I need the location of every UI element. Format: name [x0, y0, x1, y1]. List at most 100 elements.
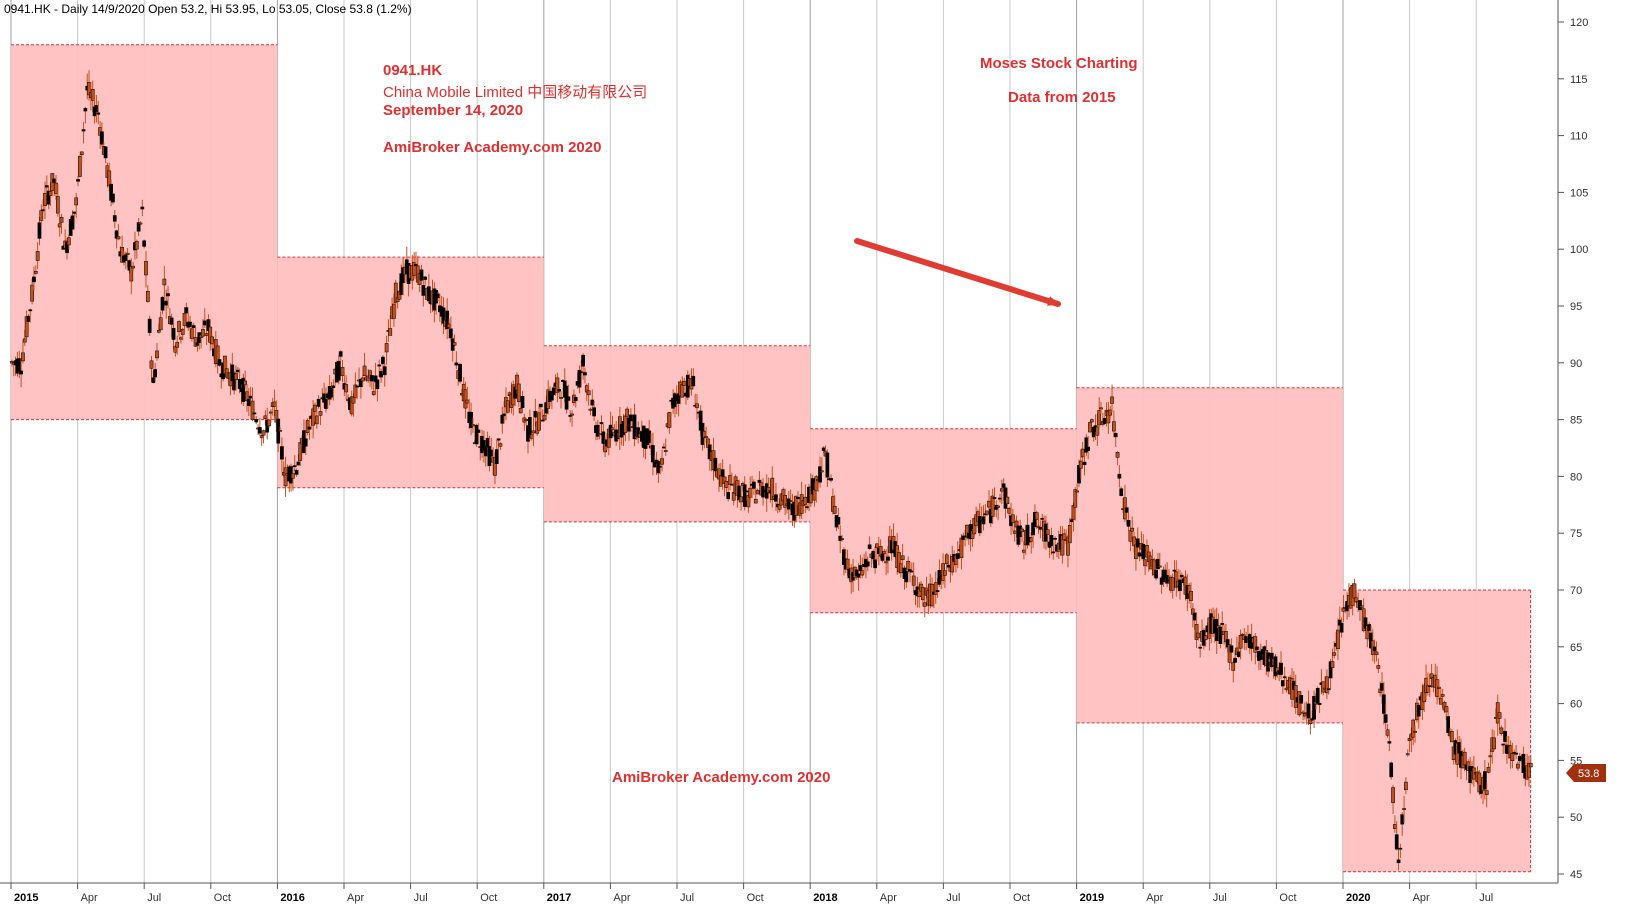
candle-body: [726, 492, 731, 500]
candle-body: [651, 445, 655, 463]
x-tick-label: Apr: [880, 892, 897, 904]
candle-body: [1279, 662, 1283, 675]
candle-body: [1082, 461, 1087, 466]
x-tick-label: 2017: [547, 892, 571, 904]
candle-body: [720, 469, 725, 477]
candle: [303, 430, 308, 456]
candle-body: [1280, 680, 1285, 687]
candle-body: [1141, 543, 1146, 560]
candle: [498, 442, 503, 450]
candle-body: [1444, 706, 1449, 713]
candle: [1112, 410, 1116, 437]
candle-body: [1404, 781, 1408, 791]
candle-body: [1089, 419, 1094, 423]
candle-body: [129, 266, 134, 282]
candle: [33, 265, 38, 275]
candle-body: [667, 412, 672, 428]
candle-body: [235, 369, 240, 373]
candle: [922, 595, 927, 618]
candle-body: [1326, 688, 1331, 691]
candle-body: [377, 364, 382, 367]
candle-body: [1358, 600, 1362, 611]
candle: [259, 434, 264, 446]
candle-body: [1330, 661, 1335, 669]
candle-body: [1492, 737, 1496, 750]
candle: [362, 352, 367, 376]
candle: [752, 479, 756, 495]
candle: [695, 394, 699, 420]
candle-body: [955, 553, 960, 559]
candle-body: [179, 337, 183, 340]
x-tick-label: 2019: [1080, 892, 1104, 904]
candle-body: [355, 385, 360, 388]
candle: [1157, 552, 1162, 568]
candle-body: [935, 590, 940, 592]
candle-body: [977, 516, 982, 534]
candle-body: [946, 564, 951, 568]
candle: [583, 367, 587, 384]
candle: [103, 146, 108, 164]
candle-body: [388, 328, 393, 336]
candle-body: [169, 317, 174, 325]
candle-body: [1315, 687, 1320, 704]
candle-body: [393, 282, 398, 303]
candle: [76, 175, 80, 187]
candle: [55, 184, 60, 217]
candle-body: [1501, 743, 1506, 746]
candle: [210, 335, 214, 351]
candle-body: [1400, 814, 1405, 825]
candle-body: [318, 411, 323, 416]
candle: [261, 429, 266, 444]
candle-body: [1405, 753, 1410, 756]
candle-body: [930, 583, 934, 607]
candle-body: [933, 582, 938, 595]
y-tick-label: 75: [1570, 528, 1582, 540]
candle: [32, 266, 36, 291]
candle-body: [573, 397, 578, 402]
candle-body: [35, 251, 40, 261]
candle: [1446, 707, 1450, 736]
candle-body: [1306, 703, 1311, 719]
candle-body: [316, 398, 321, 407]
candle-body: [774, 494, 778, 502]
candle-body: [151, 377, 156, 383]
candle-body: [160, 297, 165, 311]
candle: [241, 373, 246, 407]
candle: [144, 251, 148, 288]
candle-body: [1483, 771, 1487, 790]
candle: [1527, 755, 1531, 787]
candle: [996, 504, 1001, 521]
candle-body: [1231, 662, 1236, 671]
candle-body: [340, 367, 345, 376]
candle: [1499, 725, 1504, 736]
candle-body: [1516, 763, 1520, 769]
x-tick-label: Apr: [1413, 892, 1430, 904]
candle: [518, 407, 523, 414]
candle-body: [1011, 514, 1015, 524]
candle: [1088, 421, 1092, 433]
candle-body: [248, 395, 253, 399]
candle-body: [1380, 683, 1384, 691]
candle-body: [72, 211, 77, 214]
candle-body: [329, 387, 334, 398]
candle-body: [67, 237, 71, 246]
candle: [314, 408, 319, 429]
candle-body: [371, 391, 376, 395]
y-tick-label: 90: [1570, 358, 1582, 370]
candle-body: [1179, 574, 1184, 578]
candle: [145, 285, 150, 303]
candle: [449, 316, 453, 342]
candle-body: [1486, 766, 1491, 773]
candle-body: [641, 425, 646, 448]
candle: [550, 394, 554, 410]
candle: [331, 379, 336, 401]
candle-body: [436, 293, 440, 299]
candle: [252, 407, 257, 416]
candle-body: [474, 424, 479, 445]
candle-body: [921, 587, 925, 601]
candle-body: [588, 408, 593, 411]
candle-body: [246, 398, 251, 407]
candle-body: [987, 500, 991, 508]
candle: [421, 277, 426, 307]
candle-body: [629, 414, 633, 422]
